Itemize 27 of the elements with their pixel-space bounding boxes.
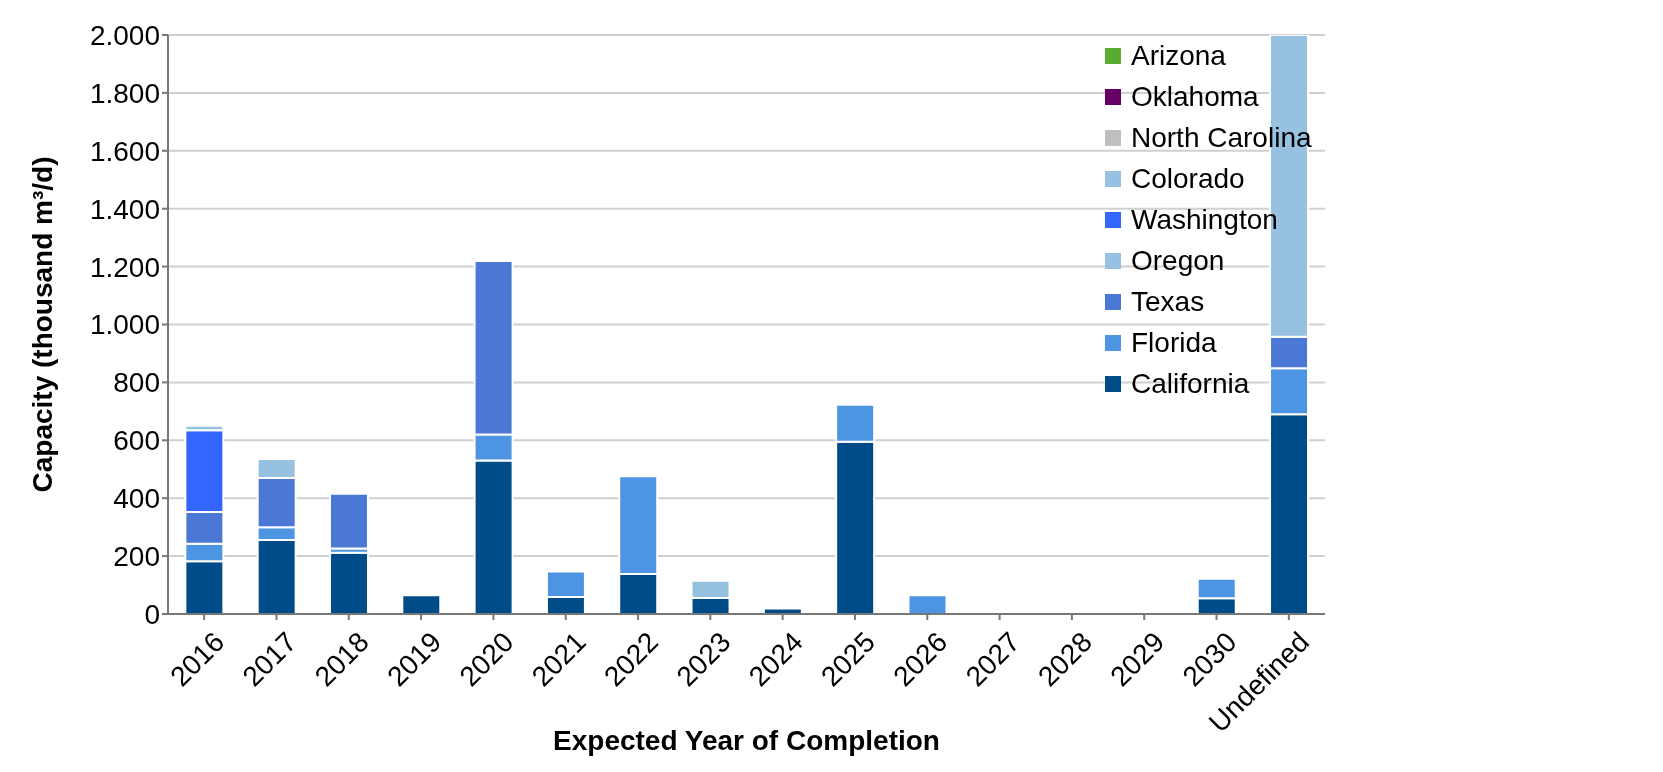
legend-label: Arizona	[1131, 39, 1226, 72]
y-tick-label: 0	[144, 598, 160, 630]
legend-label: North Carolina	[1131, 121, 1312, 154]
legend-label: Colorado	[1131, 162, 1245, 195]
y-tick-label: 200	[113, 541, 160, 573]
bar	[762, 607, 803, 614]
bar	[401, 594, 442, 614]
bar	[328, 492, 369, 550]
legend-label: Washington	[1131, 203, 1278, 236]
bar	[907, 594, 948, 614]
legend-label: California	[1131, 367, 1250, 400]
y-axis-title: Capacity (thousand m³/d)	[26, 156, 58, 493]
legend-label: Texas	[1131, 285, 1205, 318]
y-tick-label: 400	[113, 483, 160, 515]
bar	[328, 551, 369, 614]
y-tick-label: 1.800	[89, 77, 160, 109]
legend-label: Florida	[1131, 326, 1217, 359]
legend-label: Oregon	[1131, 244, 1225, 277]
y-tick-label: 800	[113, 367, 160, 399]
y-tick-label: 1.400	[89, 193, 160, 225]
y-tick-label: 1.200	[89, 251, 160, 283]
legend-label: Oklahoma	[1131, 80, 1259, 113]
x-axis-title: Expected Year of Completion	[553, 725, 940, 756]
y-tick-label: 1.000	[89, 309, 160, 341]
y-tick-label: 600	[113, 425, 160, 457]
y-tick-label: 2.000	[89, 19, 160, 51]
y-tick-label: 1.600	[89, 135, 160, 167]
